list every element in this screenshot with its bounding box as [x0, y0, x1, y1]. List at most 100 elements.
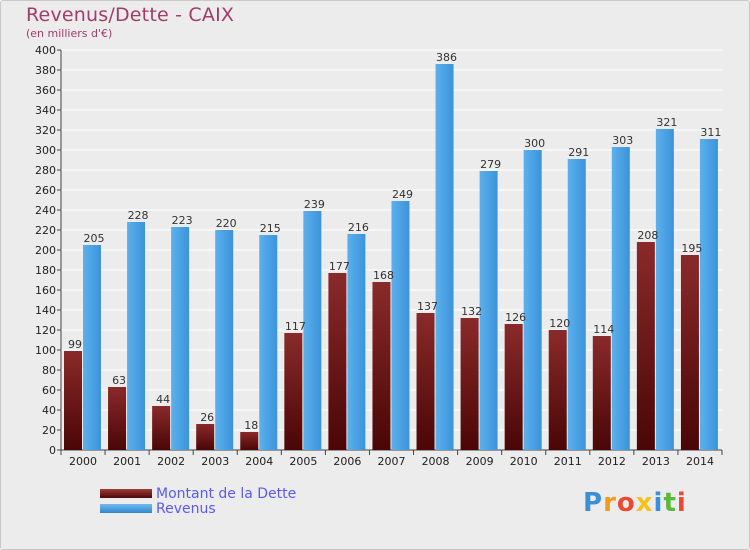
value-label-dette: 208 — [637, 229, 658, 242]
value-label-revenus: 216 — [348, 221, 369, 234]
legend-swatch-revenus — [100, 504, 152, 513]
bar-revenus — [611, 147, 630, 450]
legend-label-dette: Montant de la Dette — [156, 485, 297, 502]
bar-dette — [460, 318, 479, 450]
bar-revenus — [259, 235, 278, 450]
chart-subtitle: (en milliers d'€) — [26, 27, 113, 40]
chart-title: Revenus/Dette - CAIX — [26, 4, 235, 26]
y-tick-label: 180 — [35, 264, 56, 277]
proxiti-logo: Proxiti — [583, 488, 687, 518]
y-tick-label: 320 — [35, 124, 56, 137]
value-label-dette: 114 — [593, 323, 614, 336]
value-label-revenus: 249 — [392, 188, 413, 201]
bar-revenus — [435, 64, 454, 450]
bar-revenus — [479, 171, 498, 450]
value-label-dette: 126 — [505, 311, 526, 324]
x-tick-label: 2012 — [598, 455, 626, 468]
y-tick-label: 380 — [35, 64, 56, 77]
value-label-revenus: 220 — [216, 217, 237, 230]
value-label-dette: 132 — [461, 305, 482, 318]
bar-revenus — [523, 150, 542, 450]
bar-revenus — [567, 159, 586, 450]
bar-revenus — [347, 234, 366, 450]
bar-dette — [372, 282, 391, 450]
value-label-revenus: 228 — [128, 209, 149, 222]
value-label-dette: 195 — [681, 242, 702, 255]
value-label-dette: 120 — [549, 317, 570, 330]
x-tick-label: 2006 — [333, 455, 361, 468]
bar-dette — [680, 255, 699, 450]
logo-letter: i — [676, 488, 687, 518]
bar-dette — [64, 351, 82, 450]
x-tick-label: 2007 — [378, 455, 406, 468]
bar-dette — [636, 242, 655, 450]
bar-dette — [196, 424, 215, 450]
value-label-dette: 63 — [112, 374, 126, 387]
value-label-dette: 117 — [285, 320, 306, 333]
bar-revenus — [655, 129, 674, 450]
value-label-revenus: 291 — [568, 146, 589, 159]
bar-dette — [416, 313, 435, 450]
logo-letter: r — [603, 488, 617, 518]
value-label-dette: 44 — [156, 393, 170, 406]
y-tick-label: 400 — [35, 44, 56, 57]
legend-item-dette: Montant de la Dette — [100, 485, 297, 502]
value-label-revenus: 223 — [172, 214, 193, 227]
y-tick-label: 240 — [35, 204, 56, 217]
bar-dette — [504, 324, 523, 450]
value-label-dette: 26 — [200, 411, 214, 424]
logo-letter: x — [635, 488, 654, 518]
value-label-dette: 137 — [417, 300, 438, 313]
bar-revenus — [215, 230, 234, 450]
value-label-dette: 177 — [329, 260, 350, 273]
x-tick-label: 2010 — [510, 455, 538, 468]
bar-dette — [152, 406, 171, 450]
x-tick-label: 2002 — [157, 455, 185, 468]
value-label-dette: 168 — [373, 269, 394, 282]
y-tick-label: 160 — [35, 284, 56, 297]
logo-letter: t — [663, 488, 677, 518]
chart-legend: Montant de la Dette Revenus — [100, 485, 297, 517]
logo-letter: o — [616, 488, 636, 518]
value-label-revenus: 386 — [436, 51, 457, 64]
logo-letter: P — [583, 488, 604, 518]
y-tick-label: 260 — [35, 184, 56, 197]
y-tick-label: 340 — [35, 104, 56, 117]
y-tick-label: 360 — [35, 84, 56, 97]
value-label-revenus: 303 — [612, 134, 633, 147]
y-tick-label: 20 — [42, 424, 56, 437]
bar-dette — [240, 432, 259, 450]
bar-revenus — [303, 211, 322, 450]
y-tick-label: 80 — [42, 364, 56, 377]
x-tick-label: 2005 — [289, 455, 317, 468]
x-tick-label: 2014 — [686, 455, 714, 468]
bar-revenus — [391, 201, 410, 450]
legend-label-revenus: Revenus — [156, 500, 216, 517]
y-tick-label: 300 — [35, 144, 56, 157]
value-label-revenus: 239 — [304, 198, 325, 211]
legend-item-revenus: Revenus — [100, 500, 296, 517]
y-tick-label: 0 — [49, 444, 56, 457]
bar-dette — [108, 387, 127, 450]
value-label-revenus: 311 — [700, 126, 721, 139]
value-label-revenus: 279 — [480, 158, 501, 171]
y-tick-label: 220 — [35, 224, 56, 237]
legend-swatch-dette — [100, 489, 152, 498]
y-tick-label: 120 — [35, 324, 56, 337]
y-tick-label: 140 — [35, 304, 56, 317]
x-tick-label: 2011 — [554, 455, 582, 468]
value-label-dette: 18 — [244, 419, 258, 432]
value-label-dette: 99 — [68, 338, 82, 351]
x-tick-label: 2013 — [642, 455, 670, 468]
bar-revenus — [83, 245, 101, 450]
bar-dette — [592, 336, 611, 450]
x-tick-label: 2009 — [466, 455, 494, 468]
x-tick-label: 2001 — [113, 455, 141, 468]
bar-dette — [284, 333, 303, 450]
bar-revenus — [127, 222, 146, 450]
y-tick-label: 200 — [35, 244, 56, 257]
bar-dette — [328, 273, 347, 450]
x-tick-label: 2004 — [245, 455, 273, 468]
x-tick-label: 2000 — [69, 455, 97, 468]
